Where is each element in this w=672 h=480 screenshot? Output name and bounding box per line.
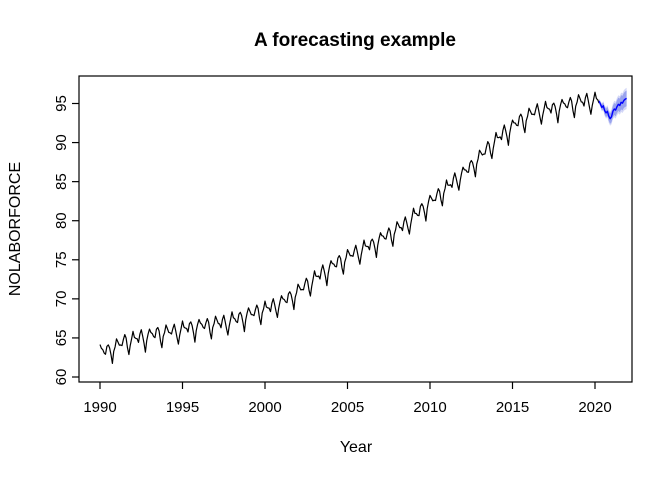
forecast-confidence-bands <box>599 87 627 126</box>
y-tick-label: 60 <box>53 369 70 386</box>
x-tick-label: 2005 <box>331 399 364 416</box>
y-tick-label: 85 <box>53 173 70 190</box>
y-tick-label: 75 <box>53 251 70 268</box>
y-axis-label: NOLABORFORCE <box>7 162 24 296</box>
x-axis: 1990 1995 2000 2005 2010 2015 2020 <box>83 382 612 416</box>
x-tick-label: 2010 <box>413 399 446 416</box>
x-axis-label: Year <box>340 439 373 456</box>
x-tick-label: 1990 <box>83 399 116 416</box>
y-tick-label: 70 <box>53 291 70 308</box>
observed-series-path <box>99 91 600 364</box>
x-tick-label: 2020 <box>578 399 611 416</box>
y-axis: 60 65 70 75 80 85 90 95 <box>53 95 79 385</box>
x-tick-label: 1995 <box>166 399 199 416</box>
x-tick-label: 2015 <box>496 399 529 416</box>
forecast-mean-line <box>598 97 627 120</box>
y-tick-label: 90 <box>53 134 70 151</box>
inner-prediction-band <box>599 90 627 124</box>
forecast-mean-path <box>598 97 627 120</box>
chart-title: A forecasting example <box>254 30 456 51</box>
observed-series-line <box>99 91 600 364</box>
y-tick-label: 95 <box>53 95 70 112</box>
plot-border <box>78 75 633 383</box>
x-tick-label: 2000 <box>248 399 281 416</box>
y-tick-label: 65 <box>53 330 70 347</box>
y-tick-label: 80 <box>53 212 70 229</box>
